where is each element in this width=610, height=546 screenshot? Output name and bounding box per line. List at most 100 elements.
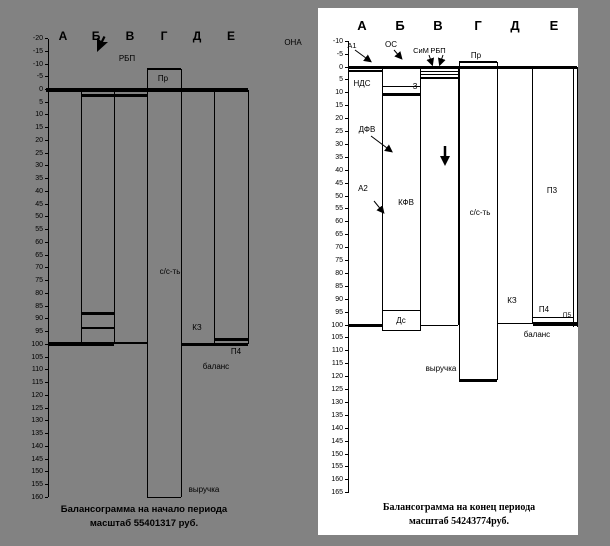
axis-tick — [345, 376, 348, 378]
axis-tick-label: 15 — [335, 102, 343, 110]
column-letter: В — [433, 18, 443, 33]
axis-tick — [45, 203, 48, 205]
column-letter: Д — [510, 18, 520, 33]
axis-tick — [45, 458, 48, 460]
chart-title-line1: Балансограмма на начало периода — [60, 504, 228, 515]
axis-tick — [345, 260, 348, 261]
axis-tick-label: -10 — [32, 60, 43, 68]
axis-tick — [45, 280, 48, 282]
column-letter: Г — [474, 18, 482, 33]
segment-line — [81, 326, 114, 329]
axis-tick-label: 10 — [35, 111, 43, 119]
axis-tick — [345, 53, 348, 55]
axis-tick-label: 35 — [335, 153, 343, 161]
column-letter: Е — [549, 18, 559, 33]
axis-tick-label: 160 — [331, 476, 343, 484]
axis-tick — [345, 337, 348, 339]
axis-tick-label: 55 — [335, 205, 343, 213]
axis-tick-label: 90 — [335, 295, 343, 303]
axis-tick — [345, 182, 348, 184]
segment-label: П5 — [562, 311, 572, 319]
segment-line — [114, 342, 147, 345]
axis-tick — [345, 131, 348, 132]
segment-label: с/с-ть — [469, 207, 491, 217]
segment-label: Пр — [157, 73, 169, 83]
axis-tick — [345, 492, 348, 494]
column-edge — [577, 67, 578, 327]
axis-tick — [45, 254, 48, 256]
axis-tick — [345, 466, 348, 468]
segment-label: А1 — [347, 40, 357, 50]
axis-tick — [45, 101, 48, 103]
segment-line — [214, 338, 248, 342]
axis-tick-label: 150 — [31, 468, 43, 476]
axis-tick — [45, 433, 48, 435]
axis-tick-label: 85 — [35, 302, 43, 310]
axis-tick — [345, 389, 348, 390]
axis-tick-label: 40 — [35, 187, 43, 195]
segment-label: ОС — [385, 39, 397, 49]
axis-tick — [45, 139, 48, 141]
axis-tick — [345, 234, 348, 236]
axis-tick-label: 70 — [35, 264, 43, 272]
axis-tick-label: 25 — [335, 128, 343, 135]
segment-line — [48, 342, 114, 347]
segment-line — [348, 323, 382, 327]
segment-label: РБП — [118, 53, 136, 63]
axis-tick-label: 165 — [331, 489, 343, 497]
axis-tick-label: 145 — [31, 455, 43, 463]
axis-tick-label: 120 — [31, 391, 43, 399]
segment-line — [382, 330, 420, 332]
axis-tick — [345, 298, 348, 300]
axis-tick — [45, 356, 48, 358]
axis-tick-label: 15 — [35, 124, 43, 132]
axis-tick-label: 80 — [35, 289, 43, 297]
axis-tick — [345, 414, 348, 416]
axis-tick-label: 55 — [35, 226, 43, 234]
axis-tick-label: 35 — [35, 175, 43, 183]
axis-tick — [45, 292, 48, 294]
axis-tick-label: -15 — [32, 47, 43, 55]
axis-tick-label: 40 — [335, 166, 343, 174]
axis-tick — [45, 343, 48, 345]
axis-tick-label: 100 — [331, 321, 343, 329]
axis-tick-label: 130 — [331, 398, 343, 406]
axis-tick-label: 145 — [331, 437, 343, 445]
axis-tick — [345, 208, 348, 210]
axis-tick-label: 120 — [331, 373, 343, 381]
axis-tick-label: 125 — [31, 404, 43, 412]
segment-label: КФВ — [398, 197, 414, 207]
axis-tick — [345, 143, 348, 145]
segment-label: РБП — [430, 45, 446, 55]
axis-tick — [45, 407, 48, 409]
column-edge — [532, 67, 533, 324]
segment-label: КЗ — [507, 295, 517, 305]
axis-tick — [345, 40, 348, 42]
axis-tick-label: 90 — [35, 315, 43, 323]
axis-tick-label: 60 — [35, 238, 43, 246]
segment-line — [147, 496, 181, 498]
segment-label: НДС — [353, 78, 371, 88]
axis-tick — [45, 165, 48, 167]
axis-tick-label: 65 — [335, 231, 343, 239]
axis-tick — [345, 272, 348, 274]
segment-line — [420, 74, 458, 76]
axis-tick-label: 30 — [335, 140, 343, 148]
axis-tick-label: 20 — [335, 115, 343, 123]
axis-tick-label: 10 — [335, 89, 343, 97]
axis-tick — [45, 127, 48, 129]
axis-tick-label: 100 — [31, 340, 43, 348]
axis-tick — [45, 318, 48, 320]
segment-label: Пр — [470, 50, 482, 60]
segment-line — [459, 61, 497, 64]
axis-tick — [345, 118, 348, 120]
axis-tick-label: 140 — [331, 424, 343, 432]
axis-tick-label: 25 — [35, 149, 43, 157]
axis-tick — [345, 156, 348, 158]
segment-line — [533, 321, 577, 326]
axis-tick — [45, 496, 48, 498]
segment-line — [420, 71, 458, 73]
axis-tick — [45, 420, 48, 422]
segment-line — [533, 317, 573, 319]
